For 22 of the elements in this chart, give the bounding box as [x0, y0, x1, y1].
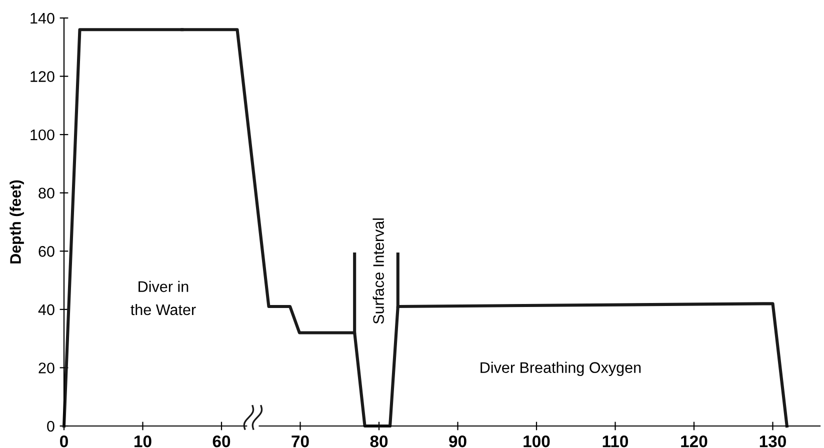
y-tick-label: 140	[30, 12, 54, 24]
x-tick-label: 80	[370, 435, 388, 448]
y-tick-label: 80	[38, 188, 54, 199]
y-tick-label: 120	[30, 71, 54, 82]
annotation: Diver Breathing Oxygen	[480, 362, 641, 376]
annotation: Diver in the Water	[130, 280, 196, 316]
x-tick-label: 120	[681, 435, 708, 448]
x-tick-label: 130	[760, 435, 786, 448]
annotation: Surface Interval	[372, 218, 384, 324]
x-tick-label: 100	[524, 435, 550, 448]
x-tick-label: 110	[602, 435, 628, 448]
y-tick-label: 20	[38, 362, 54, 374]
x-tick-label: 60	[212, 435, 230, 448]
x-tick-label: 70	[292, 435, 309, 448]
x-tick-label: 0	[60, 435, 68, 448]
x-tick-label: 90	[449, 435, 466, 448]
y-tick-label: 60	[38, 246, 54, 257]
y-tick-label: 100	[30, 129, 54, 140]
x-tick-label: 10	[134, 435, 152, 448]
y-axis-title: Depth (feet)	[10, 180, 24, 264]
y-tick-label: 0	[47, 420, 54, 432]
y-tick-label: 40	[38, 304, 54, 316]
